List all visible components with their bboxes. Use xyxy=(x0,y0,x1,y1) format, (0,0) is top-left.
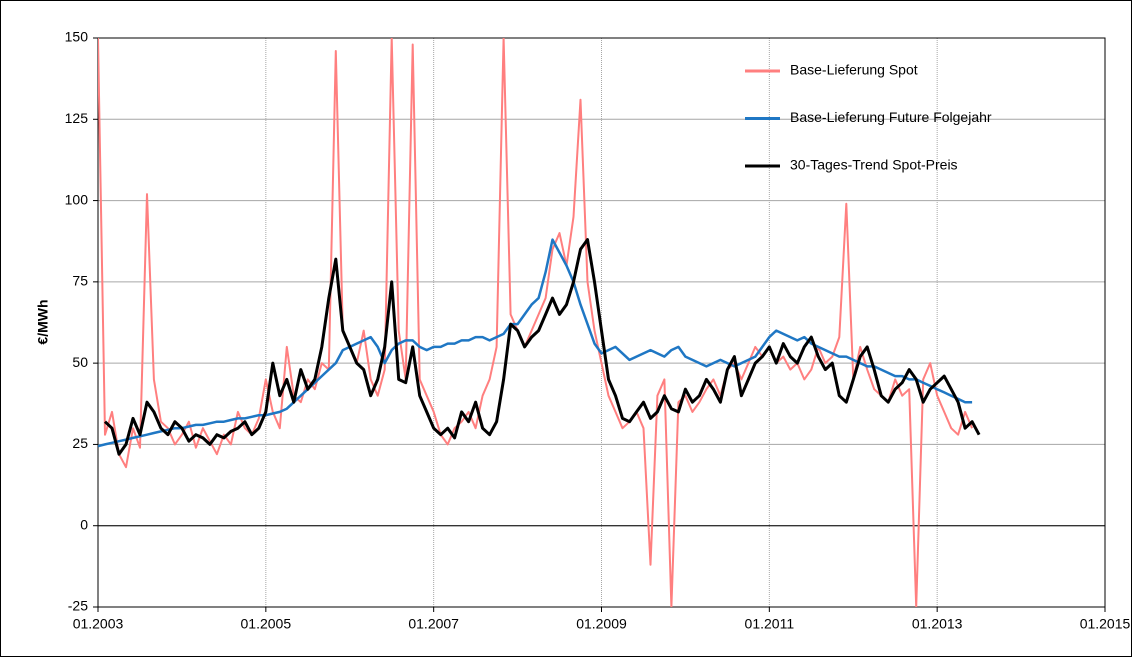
y-tick-label: 125 xyxy=(65,110,89,126)
legend-label: Base-Lieferung Future Folgejahr xyxy=(790,109,992,125)
legend-label: Base-Lieferung Spot xyxy=(790,62,918,78)
y-tick-label: 50 xyxy=(72,354,88,370)
legend-label: 30-Tages-Trend Spot-Preis xyxy=(790,157,958,173)
plot-border xyxy=(97,37,1106,608)
y-tick-label: -25 xyxy=(68,598,88,614)
x-tick-label: 01.2009 xyxy=(576,616,627,632)
series-line xyxy=(103,238,981,456)
x-tick-label: 01.2013 xyxy=(912,616,963,632)
x-tick-label: 01.2011 xyxy=(745,616,795,632)
x-tick-label: 01.2003 xyxy=(73,616,124,632)
y-axis-label: €/MWh xyxy=(35,299,51,344)
y-tick-label: 0 xyxy=(80,516,88,532)
series-line xyxy=(98,238,973,448)
y-tick-label: 100 xyxy=(65,191,89,207)
x-tick-label: 01.2007 xyxy=(408,616,459,632)
y-tick-label: 25 xyxy=(72,435,88,451)
y-tick-label: 75 xyxy=(72,273,88,289)
x-tick-label: 01.2005 xyxy=(241,616,292,632)
y-tick-label: 150 xyxy=(65,29,89,45)
series-line xyxy=(98,38,974,607)
x-tick-label: 01.2015 xyxy=(1080,616,1131,632)
